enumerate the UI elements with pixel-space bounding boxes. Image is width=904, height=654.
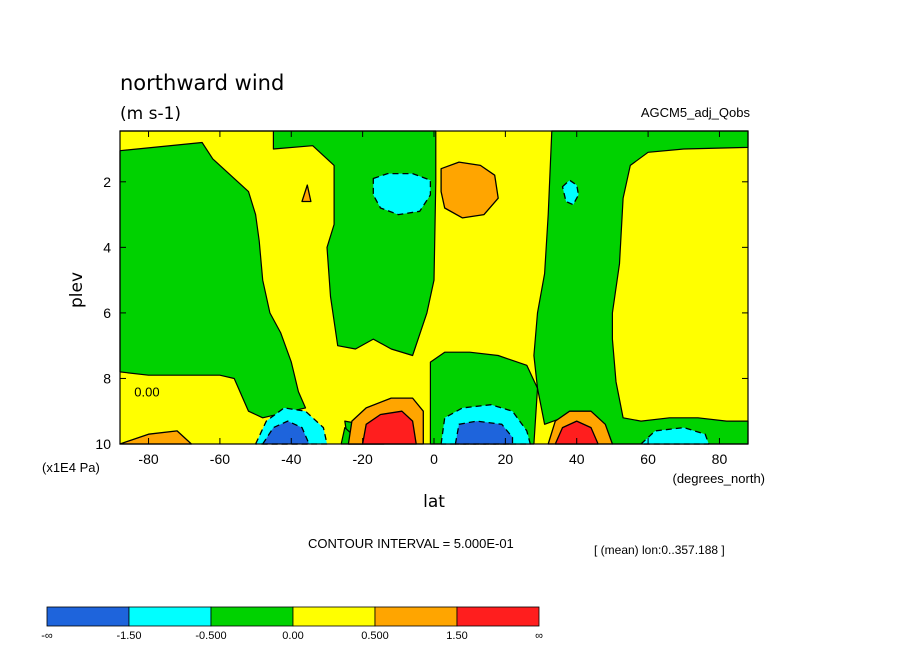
colorbar-swatch: [46, 606, 130, 627]
y-tick-label: 6: [103, 305, 111, 321]
y-axis-label: plev: [67, 272, 87, 308]
contour-interval: CONTOUR INTERVAL = 5.000E-01: [308, 536, 514, 551]
x-tick-label: 20: [498, 451, 514, 467]
contour-region: [372, 172, 432, 216]
contour-region: [454, 420, 514, 445]
y-tick-label: 10: [95, 436, 111, 452]
x-tick-label: 80: [712, 451, 728, 467]
x-tick-label: -60: [210, 451, 230, 467]
contour-region: [533, 130, 749, 445]
y-axis-units: (x1E4 Pa): [42, 460, 100, 475]
chart-title: northward wind: [120, 71, 284, 95]
colorbar: -∞ -1.50 -0.500 0.00 0.500 1.50 ∞: [41, 606, 543, 642]
contour-region: [301, 184, 312, 203]
x-axis-label: lat: [423, 492, 445, 512]
y-tick-label: 8: [103, 370, 111, 386]
colorbar-swatch: [456, 606, 540, 627]
x-tick-label: -20: [353, 451, 373, 467]
chart-units: (m s-1): [120, 104, 181, 124]
y-tick-label: 4: [103, 239, 111, 255]
x-tick-label: -80: [138, 451, 158, 467]
colorbar-label: -0.500: [195, 630, 226, 642]
colorbar-swatch: [292, 606, 376, 627]
x-tick-label: 40: [569, 451, 585, 467]
colorbar-label: 0.500: [361, 630, 389, 642]
colorbar-label: 1.50: [446, 630, 467, 642]
x-axis-units: (degrees_north): [673, 471, 766, 486]
x-tick-label: -40: [281, 451, 301, 467]
colorbar-label: -1.50: [116, 630, 141, 642]
colorbar-swatch: [128, 606, 212, 627]
contour-region: [440, 161, 499, 219]
colorbar-swatch: [210, 606, 294, 627]
mean-note: [ (mean) lon:0..357.188 ]: [594, 543, 725, 557]
dataset-label: AGCM5_adj_Qobs: [641, 105, 751, 120]
colorbar-label: ∞: [535, 630, 543, 642]
contour-region: [119, 141, 307, 419]
x-tick-label: 0: [430, 451, 438, 467]
y-tick-label: 2: [103, 174, 111, 190]
colorbar-swatch: [374, 606, 458, 627]
contour-region: [561, 179, 580, 206]
contour-region: [119, 130, 437, 357]
x-tick-label: 60: [640, 451, 656, 467]
plot-area: 0.00: [119, 130, 749, 445]
contour-region: [262, 420, 310, 445]
contour-label: 0.00: [134, 384, 159, 399]
colorbar-label: -∞: [41, 630, 53, 642]
colorbar-label: 0.00: [282, 630, 303, 642]
